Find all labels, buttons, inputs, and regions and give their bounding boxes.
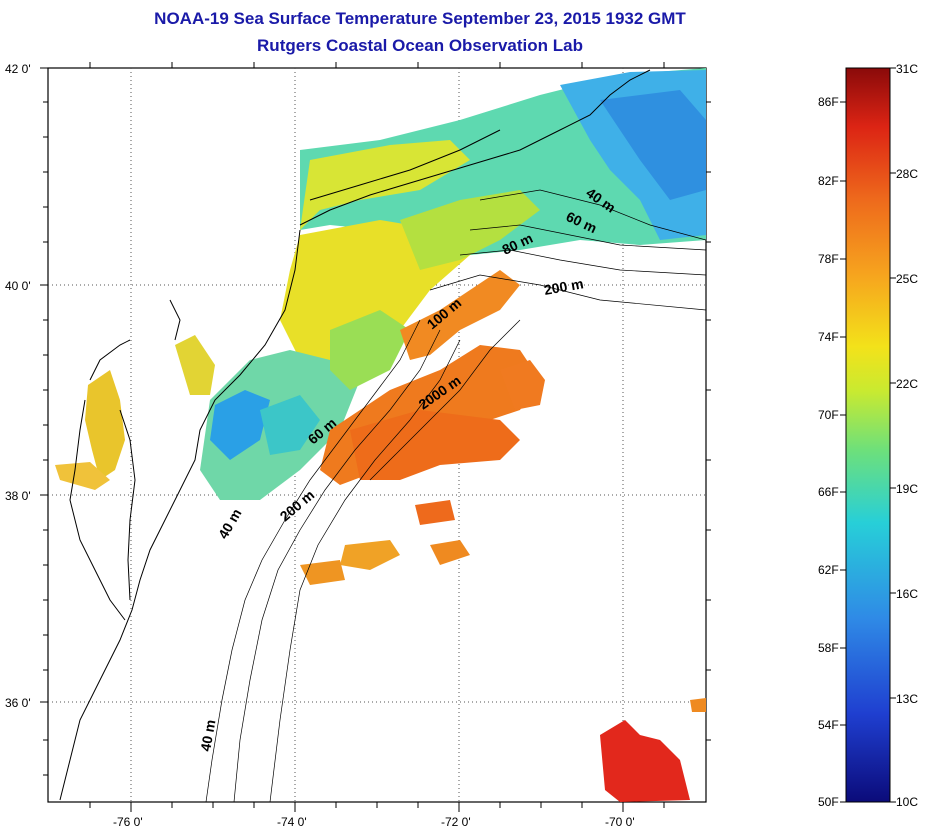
lat-label: 42 0' bbox=[5, 62, 31, 76]
colorbar-f-label: 54F bbox=[818, 718, 839, 732]
colorbar-c-label: 31C bbox=[896, 62, 918, 76]
lon-label: -72 0' bbox=[441, 815, 471, 829]
colorbar-f-label: 62F bbox=[818, 563, 839, 577]
map-subtitle: Rutgers Coastal Ocean Observation Lab bbox=[257, 36, 583, 55]
colorbar-c-label: 19C bbox=[896, 482, 918, 496]
colorbar-f-label: 82F bbox=[818, 174, 839, 188]
lat-label: 38 0' bbox=[5, 489, 31, 503]
colorbar-scale bbox=[845, 67, 891, 803]
lat-label: 40 0' bbox=[5, 279, 31, 293]
lon-label: -70 0' bbox=[605, 815, 635, 829]
colorbar: 86F 82F 78F 74F 70F 66F 62F 58F 54F 50F … bbox=[818, 62, 918, 809]
axis-ticks bbox=[40, 62, 711, 812]
lat-label: 36 0' bbox=[5, 696, 31, 710]
colorbar-f-label: 78F bbox=[818, 252, 839, 266]
coastline bbox=[59, 69, 651, 801]
colorbar-c-label: 28C bbox=[896, 167, 918, 181]
colorbar-f-label: 86F bbox=[818, 95, 839, 109]
contour-label: 40 m bbox=[197, 718, 218, 752]
colorbar-f-label: 58F bbox=[818, 641, 839, 655]
colorbar-c-label: 13C bbox=[896, 692, 918, 706]
colorbar-f-label: 70F bbox=[818, 408, 839, 422]
latitude-labels: 42 0' 40 0' 38 0' 36 0' bbox=[5, 62, 31, 710]
colorbar-c-label: 10C bbox=[896, 795, 918, 809]
map-title: NOAA-19 Sea Surface Temperature Septembe… bbox=[154, 9, 686, 28]
colorbar-f-label: 66F bbox=[818, 485, 839, 499]
longitude-labels: -76 0' -74 0' -72 0' -70 0' bbox=[113, 815, 635, 829]
colorbar-f-label: 74F bbox=[818, 330, 839, 344]
colorbar-f-label: 50F bbox=[818, 795, 839, 809]
contour-label: 200 m bbox=[543, 275, 585, 298]
sst-imagery bbox=[55, 68, 706, 802]
colorbar-c-label: 16C bbox=[896, 587, 918, 601]
lon-label: -74 0' bbox=[277, 815, 307, 829]
lon-label: -76 0' bbox=[113, 815, 143, 829]
isobaths bbox=[205, 189, 706, 802]
colorbar-c-label: 22C bbox=[896, 377, 918, 391]
colorbar-c-label: 25C bbox=[896, 272, 918, 286]
